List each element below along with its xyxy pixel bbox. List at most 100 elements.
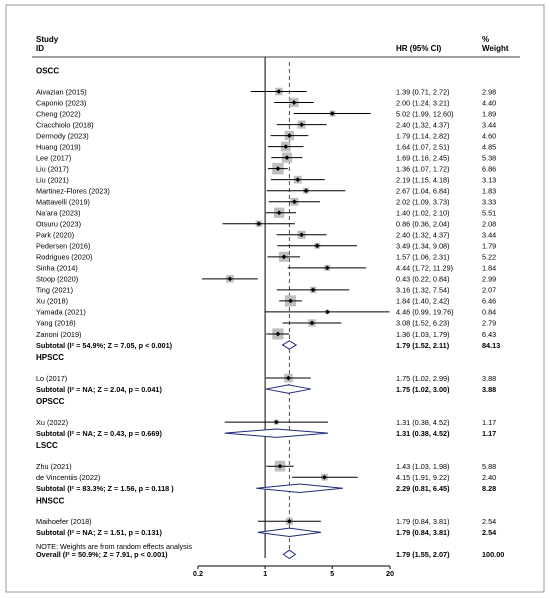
study-label: Sinha (2014) [36,264,78,273]
subtotal-label: Subtotal (I² = NA; Z = 0.43, p = 0.669) [36,429,162,438]
x-tick-label: 5 [330,569,334,578]
weight-value: 4.60 [482,131,496,140]
point-estimate [286,133,292,138]
point-estimate [277,463,283,469]
point-estimate [325,309,330,315]
hr-ci-value: 2.67 (1.04, 6.84) [396,187,450,196]
study-label: Liu (2021) [36,175,69,184]
weight-value: 4.40 [482,98,496,107]
weight-value: 1.17 [482,429,496,438]
hr-ci-value: 2.29 (0.81, 6.45) [396,484,450,493]
point-estimate [303,188,309,194]
hr-ci-value: 1.57 (1.06, 2.31) [396,253,450,262]
point-estimate [295,177,301,183]
study-label: Stoop (2020) [36,275,78,284]
hr-ci-value: 1.79 (0.84, 3.81) [396,517,450,526]
study-label: Mattavelli (2019) [36,198,90,207]
point-estimate [286,518,292,524]
study-label: Yamada (2021) [36,308,86,317]
weight-value: 3.13 [482,175,496,184]
subtotal-diamond [256,483,343,493]
hr-ci-value: 1.69 (1.16, 2.45) [396,153,450,162]
weight-value: 5.38 [482,153,496,162]
point-estimate [276,89,282,94]
study-label: Rodrigues (2020) [36,253,92,262]
hr-ci-value: 4.44 (1.72, 11.29) [396,264,453,273]
point-estimate [275,331,281,337]
point-estimate [322,474,327,480]
point-estimate [324,265,330,271]
study-label: Aivazian (2015) [36,87,87,96]
weight-value: 3.88 [482,374,496,383]
study-label: Otsuru (2023) [36,220,81,229]
x-tick-label: 1 [263,569,267,578]
weight-value: 1.89 [482,109,496,118]
hr-ci-value: 1.36 (1.07, 1.72) [396,164,450,173]
point-estimate [310,287,316,293]
point-estimate [273,419,279,425]
weight-value: 3.44 [482,231,496,240]
point-estimate [276,210,282,216]
hr-ci-value: 3.08 (1.52, 6.23) [396,319,450,328]
hr-ci-value: 1.31 (0.38, 4.52) [396,418,450,427]
subtotal-diamond [224,428,329,438]
hr-ci-value: 4.46 (0.99, 19.76) [396,308,454,317]
hr-ci-value: 5.02 (1.99, 12.60) [396,109,454,118]
point-estimate [291,100,297,105]
subtotal-label: Subtotal (I² = NA; Z = 2.04, p = 0.041) [36,385,162,394]
x-tick-label: 20 [386,569,394,578]
weight-value: 3.88 [482,385,496,394]
group-label: HPSCC [36,353,64,362]
overall-label: Overall (I² = 50.9%; Z = 7.91, p < 0.001… [36,550,168,559]
study-label: Na'ara (2023) [36,209,80,218]
study-label: Ting (2021) [36,286,73,295]
weight-value: 5.51 [482,209,496,218]
hr-ci-value: 2.19 (1.15, 4.18) [396,175,450,184]
weight-value: 3.33 [482,198,496,207]
group-label: OPSCC [36,397,65,406]
study-label: Liu (2017) [36,164,69,173]
study-label: Yang (2018) [36,319,76,328]
overall-diamond [282,549,297,560]
point-estimate [299,122,305,127]
weight-value: 1.83 [482,187,496,196]
weight-value: 2.40 [482,473,496,482]
hr-ci-value: 3.49 (1.34, 9.08) [396,242,450,251]
hr-ci-value: 1.75 (1.02, 3.00) [396,385,450,394]
point-estimate [281,254,287,260]
group-label: OSCC [36,67,59,76]
point-estimate [329,111,335,116]
weight-value: 2.99 [482,275,496,284]
hr-ci-value: 1.84 (1.40, 2.42) [396,297,450,306]
hr-ci-value: 2.00 (1.24, 3.21) [396,98,450,107]
point-estimate [286,375,291,381]
hr-ci-value: 2.40 (1.32, 4.37) [396,120,450,129]
hr-ci-value: 1.64 (1.07, 2.51) [396,142,450,151]
subtotal-label: Subtotal (I² = 54.9%; Z = 7.05, p < 0.00… [36,341,173,350]
weight-value: 8.28 [482,484,496,493]
hr-ci-value: 1.75 (1.02, 2.99) [396,374,450,383]
study-label: Pedersen (2016) [36,242,90,251]
hr-ci-value: 2.02 (1.09, 3.73) [396,198,450,207]
weight-value: 2.54 [482,517,496,526]
x-tick-label: 0.2 [193,569,203,578]
group-label: HNSCC [36,496,65,505]
weight-value: 1.17 [482,418,496,427]
weight-value: 2.08 [482,220,496,229]
weight-value: 6.46 [482,297,496,306]
weight-value: 84.13 [482,341,500,350]
weight-value: 2.07 [482,286,496,295]
point-estimate [256,221,262,227]
point-estimate [227,276,233,282]
study-header: Study [36,35,59,44]
study-label: Xu (2022) [36,418,68,427]
point-estimate [275,166,281,172]
footnote: NOTE: Weights are from random effects an… [36,542,192,551]
subtotal-diamond [281,340,298,350]
hr-ci-value: 1.79 (0.84, 3.81) [396,528,450,537]
study-label: Cheng (2022) [36,109,81,118]
subtotal-label: Subtotal (I² = NA; Z = 1.51, p = 0.131) [36,528,162,537]
weight-value: 2.79 [482,319,496,328]
weight-header: Weight [482,44,509,53]
point-estimate [284,155,290,161]
